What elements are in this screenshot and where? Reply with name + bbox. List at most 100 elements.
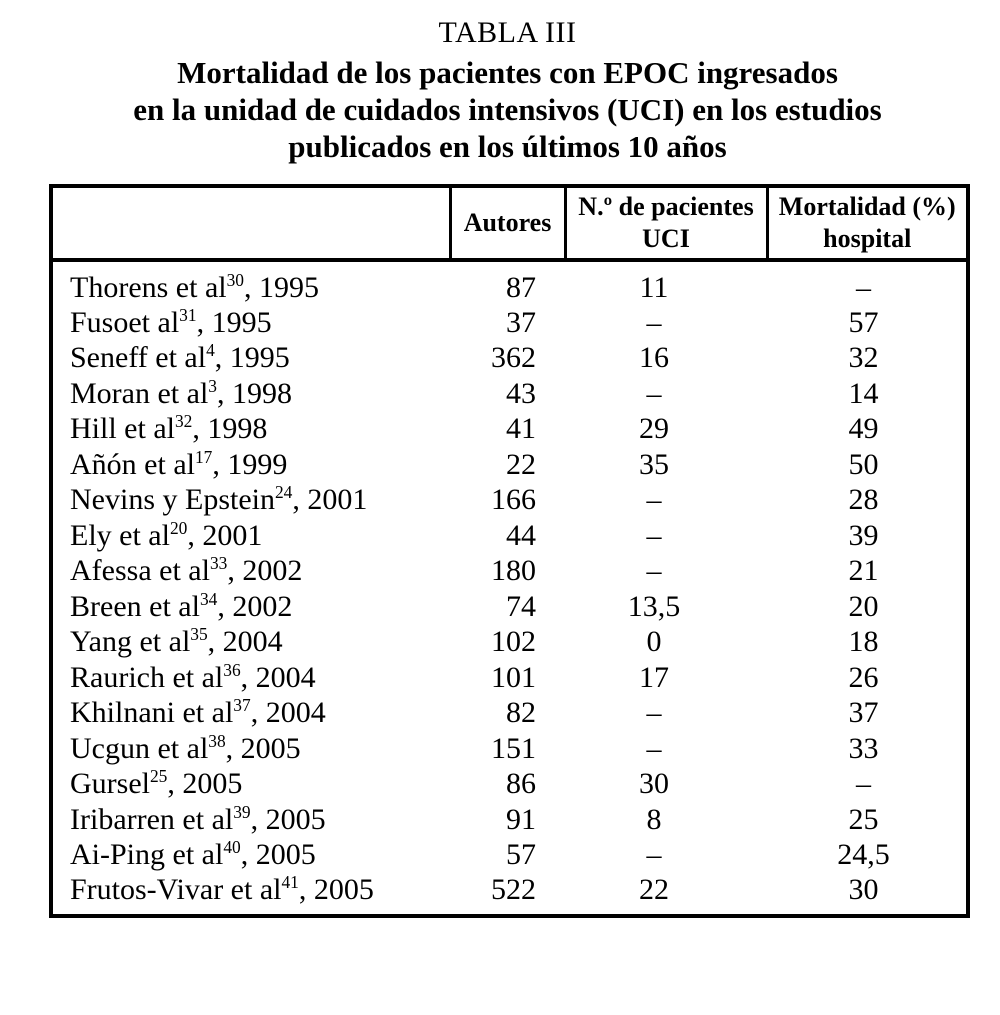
table-row: Iribarren et al39, 2005 91 8 25 bbox=[51, 802, 968, 838]
table-row: Ai-Ping et al40, 2005 57 – 24,5 bbox=[51, 838, 968, 874]
table-number-label: TABLA III bbox=[438, 16, 577, 49]
study-year: , 2004 bbox=[240, 660, 316, 694]
study-year: , 2002 bbox=[227, 554, 303, 588]
autores-value-cell: 37 bbox=[506, 305, 536, 339]
hospital-mortality-cell: 18 bbox=[848, 625, 879, 659]
table-title-line: en la unidad de cuidados intensivos (UCI… bbox=[133, 92, 882, 127]
table-row: Ucgun et al38, 2005 151 – 33 bbox=[51, 731, 968, 767]
autores-value-cell: 180 bbox=[491, 554, 536, 588]
hospital-mortality-cell: 30 bbox=[848, 873, 879, 906]
hospital-mortality-cell: – bbox=[856, 767, 871, 801]
table-row: Añón et al17, 1999 22 35 50 bbox=[51, 447, 968, 483]
study-year: , 2005 bbox=[298, 873, 374, 906]
hospital-mortality-cell: 20 bbox=[848, 589, 879, 623]
study-name: Ucgun et al bbox=[70, 731, 209, 765]
study-year: , 2005 bbox=[250, 802, 326, 836]
uci-patients-cell: – bbox=[646, 376, 662, 410]
autores-value-cell: 101 bbox=[491, 660, 536, 694]
uci-patients-cell: 35 bbox=[639, 447, 669, 481]
study-year: , 2002 bbox=[217, 589, 293, 623]
hospital-mortality-cell: 25 bbox=[848, 802, 879, 836]
reference-superscript: 20 bbox=[169, 517, 188, 538]
reference-superscript: 17 bbox=[194, 446, 213, 467]
uci-patients-cell: 16 bbox=[639, 341, 669, 375]
hospital-mortality-cell: 24,5 bbox=[837, 838, 890, 872]
study-name: Hill et al bbox=[70, 412, 175, 446]
autores-value-cell: 87 bbox=[506, 271, 536, 304]
study-name: Gursel bbox=[70, 767, 150, 801]
header-mortalidad: Mortalidad (%) hospital bbox=[765, 186, 968, 262]
study-name: Iribarren et al bbox=[70, 802, 234, 836]
table-row: Nevins y Epstein24, 2001 166 – 28 bbox=[51, 483, 968, 519]
autores-value-cell: 44 bbox=[506, 518, 536, 552]
table-row: Khilnani et al37, 2004 82–37 bbox=[51, 696, 968, 732]
study-name: Moran et al bbox=[70, 376, 209, 410]
table-title: Mortalidad de los pacientes con EPOC ing… bbox=[49, 54, 966, 165]
study-cell: Ucgun et al38, 2005 bbox=[51, 731, 450, 767]
study-cell: Iribarren et al39, 2005 bbox=[51, 802, 450, 838]
table-row: Hill et al32, 1998 41 29 49 bbox=[51, 412, 968, 448]
study-cell: Yang et al35, 2004 bbox=[51, 625, 450, 661]
study-cell: Seneff et al4, 1995 bbox=[51, 341, 450, 377]
title-block: TABLA III Mortalidad de los pacientes co… bbox=[49, 16, 966, 165]
study-year: , 2005 bbox=[240, 838, 316, 872]
study-cell: Añón et al17, 1999 bbox=[51, 447, 450, 483]
reference-superscript: 35 bbox=[190, 624, 208, 645]
header-row: Autores N.º de pacientes UCI Mortalidad … bbox=[51, 186, 968, 262]
header-line: hospital bbox=[823, 224, 912, 253]
autores-value-cell: 362 bbox=[491, 341, 536, 375]
study-cell: Nevins y Epstein24, 2001 bbox=[51, 483, 450, 519]
table-row: Seneff et al4, 1995 362 16 32 bbox=[51, 341, 968, 377]
study-year: , 1999 bbox=[212, 447, 288, 481]
hospital-mortality-cell: 14 bbox=[848, 376, 879, 410]
table-row: Fusoet al31, 1995 37 – 57 bbox=[51, 305, 968, 341]
table-row: Thorens et al30, 1995 87 11 – bbox=[51, 260, 968, 305]
hospital-mortality-cell: 37 bbox=[848, 696, 879, 730]
study-cell: Frutos-Vivar et al41, 2005 bbox=[51, 873, 450, 916]
study-name: Fusoet al bbox=[70, 305, 180, 339]
autores-value-cell: 91 bbox=[506, 802, 536, 836]
autores-value-cell: 522 bbox=[491, 873, 536, 906]
study-name: Khilnani et al bbox=[70, 696, 234, 730]
study-name: Añón et al bbox=[70, 447, 195, 481]
study-name: Yang et al bbox=[70, 625, 191, 659]
study-cell: Khilnani et al37, 2004 bbox=[51, 696, 450, 732]
study-year: , 2001 bbox=[292, 483, 368, 517]
header-line: UCI bbox=[642, 224, 690, 253]
hospital-mortality-cell: 50 bbox=[848, 447, 879, 481]
study-name: Frutos-Vivar et al bbox=[70, 873, 282, 906]
table-row: Afessa et al33, 2002 180 – 21 bbox=[51, 554, 968, 590]
reference-superscript: 38 bbox=[208, 730, 226, 751]
autores-value-cell: 151 bbox=[491, 731, 536, 765]
reference-superscript: 41 bbox=[281, 872, 299, 892]
uci-patients-cell: 29 bbox=[639, 412, 669, 446]
autores-value-cell: 22 bbox=[506, 447, 536, 481]
table-row: Frutos-Vivar et al41, 2005 522 22 30 bbox=[51, 873, 968, 916]
reference-superscript: 39 bbox=[233, 801, 251, 822]
study-cell: Afessa et al33, 2002 bbox=[51, 554, 450, 590]
autores-value-cell: 43 bbox=[506, 376, 536, 410]
study-name: Afessa et al bbox=[70, 554, 210, 588]
uci-patients-cell: 8 bbox=[646, 802, 662, 836]
uci-patients-cell: – bbox=[646, 838, 662, 872]
header-line: N.º de pacientes bbox=[578, 192, 754, 221]
study-name: Thorens et al bbox=[70, 271, 227, 304]
study-name: Ely et al bbox=[70, 518, 170, 552]
study-cell: Ely et al20, 2001 bbox=[51, 518, 450, 554]
table-row: Gursel25, 2005 86 30 – bbox=[51, 767, 968, 803]
uci-patients-cell: 0 bbox=[646, 625, 662, 659]
table-row: Yang et al35, 2004 102 0 18 bbox=[51, 625, 968, 661]
reference-superscript: 3 bbox=[208, 375, 217, 396]
study-name: Nevins y Epstein bbox=[70, 483, 275, 517]
uci-patients-cell: – bbox=[646, 554, 662, 588]
study-year: , 2004 bbox=[250, 696, 326, 730]
table-row: Raurich et al36, 2004 101 17 26 bbox=[51, 660, 968, 696]
mortality-table: Autores N.º de pacientes UCI Mortalidad … bbox=[49, 184, 970, 918]
table-header: Autores N.º de pacientes UCI Mortalidad … bbox=[51, 186, 968, 262]
table-row: Moran et al3, 1998 43 – 14 bbox=[51, 376, 968, 412]
hospital-mortality-cell: 26 bbox=[848, 660, 879, 694]
uci-patients-cell: – bbox=[646, 483, 662, 517]
table-row: Breen et al34, 2002 74 13,5 20 bbox=[51, 589, 968, 625]
hospital-mortality-cell: 57 bbox=[848, 305, 879, 339]
study-cell: Fusoet al31, 1995 bbox=[51, 305, 450, 341]
